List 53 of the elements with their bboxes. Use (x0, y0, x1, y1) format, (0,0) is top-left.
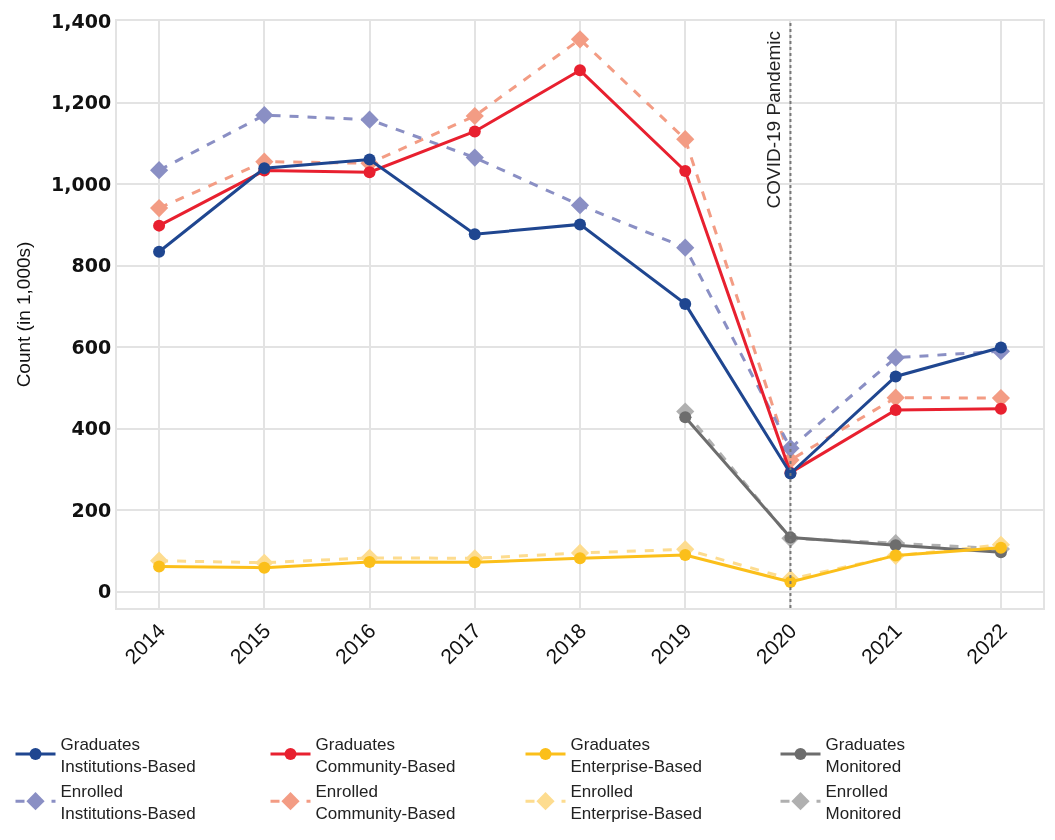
point (363, 153, 376, 166)
legend-label: Enrolled Community-Based (315, 781, 456, 823)
point (574, 552, 586, 565)
point (570, 196, 590, 215)
legend-label: Enrolled Enterprise-Based (570, 781, 702, 823)
point (153, 560, 166, 573)
point (153, 219, 166, 232)
legend-label: Graduates Monitored (825, 734, 905, 776)
y-axis-title: Count (in 1,000s) (13, 241, 35, 388)
point (886, 348, 905, 367)
point (679, 411, 692, 424)
point (465, 106, 484, 126)
point (679, 549, 692, 561)
point (574, 218, 586, 231)
point (679, 165, 692, 177)
point (468, 228, 481, 241)
point (886, 388, 905, 407)
point (679, 297, 692, 310)
y-tick-label: 1,000 (51, 172, 112, 195)
legend-label: Graduates Institutions-Based (60, 734, 196, 776)
point (255, 106, 274, 125)
y-tick-label: 200 (71, 498, 112, 521)
point (258, 561, 271, 574)
legend-label: Enrolled Institutions-Based (60, 781, 196, 823)
point (676, 238, 695, 257)
point (570, 30, 590, 49)
point (360, 110, 379, 129)
point (994, 341, 1007, 354)
point (153, 245, 166, 258)
point (889, 370, 902, 383)
point (468, 125, 481, 138)
point (363, 555, 376, 568)
y-tick-label: 600 (71, 335, 112, 358)
point (574, 64, 586, 77)
y-tick-label: 1,200 (51, 91, 112, 114)
point (994, 541, 1007, 554)
point (149, 161, 169, 180)
point (676, 130, 695, 149)
y-tick-label: 400 (71, 417, 112, 440)
ref-line-label: COVID-19 Pandemic (763, 31, 785, 209)
point (889, 403, 902, 416)
y-tick-label: 0 (97, 580, 112, 603)
legend-label: Enrolled Monitored (825, 781, 902, 823)
point (363, 166, 376, 179)
y-tick-label: 1,400 (51, 9, 112, 32)
point (465, 148, 484, 167)
legend-label: Graduates Community-Based (315, 734, 456, 776)
point (889, 539, 902, 552)
legend-label: Graduates Enterprise-Based (570, 734, 702, 776)
point (994, 402, 1007, 415)
y-tick-label: 800 (71, 254, 112, 277)
point (149, 199, 169, 218)
point (468, 556, 481, 569)
